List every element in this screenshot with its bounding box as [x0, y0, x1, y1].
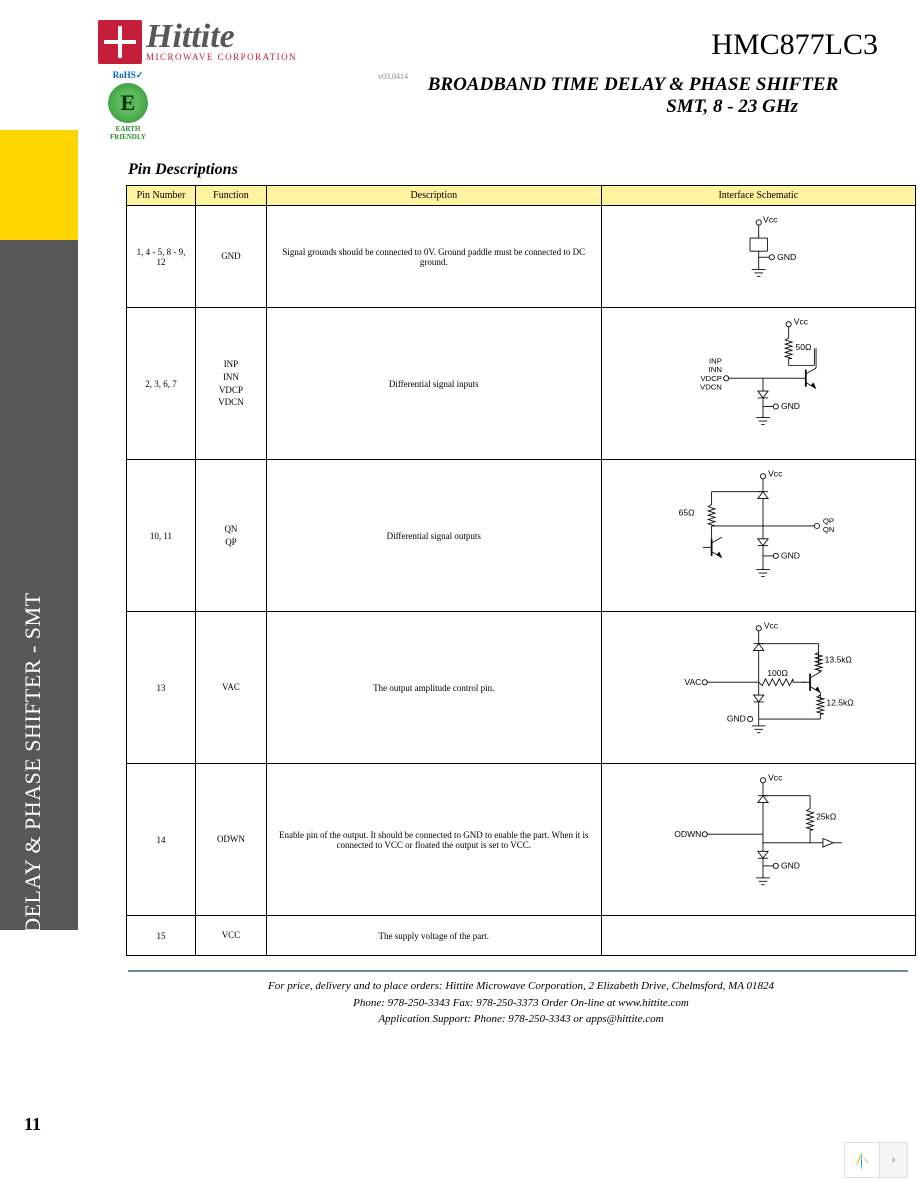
brand-name: Hittite	[146, 22, 297, 53]
description-cell: The output amplitude control pin.	[266, 612, 601, 764]
function-cell: INPINNVDCPVDCN	[195, 308, 266, 460]
rohs-badge: RoHS✓ E EARTH FRIENDLY	[98, 70, 158, 141]
logo-area: Hittite MICROWAVE CORPORATION RoHS✓ E EA…	[98, 20, 328, 141]
side-title: BROADBAND TIME DELAY & PHASE SHIFTER - S…	[20, 592, 46, 1145]
header: Hittite MICROWAVE CORPORATION RoHS✓ E EA…	[98, 20, 898, 141]
table-row: 15 VCC The supply voltage of the part.	[127, 916, 916, 956]
earth-icon: E	[108, 83, 148, 123]
table-row: 13 VAC The output amplitude control pin.…	[127, 612, 916, 764]
svg-text:65Ω: 65Ω	[678, 508, 695, 518]
description-cell: Enable pin of the output. It should be c…	[266, 764, 601, 916]
logo-mark	[98, 20, 142, 64]
svg-text:VDCP: VDCP	[700, 374, 721, 383]
svg-text:12.5kΩ: 12.5kΩ	[826, 697, 854, 707]
footer-line: Phone: 978-250-3343 Fax: 978-250-3373 Or…	[126, 995, 916, 1012]
pin-number-cell: 14	[127, 764, 196, 916]
schematic-cell: Vcc QP QN 65Ω GND	[601, 460, 915, 612]
function-cell: GND	[195, 206, 266, 308]
function-cell: VCC	[195, 916, 266, 956]
svg-text:100Ω: 100Ω	[767, 668, 788, 678]
section-title: Pin Descriptions	[128, 161, 898, 179]
document-title: BROADBAND TIME DELAY & PHASE SHIFTER	[388, 74, 878, 96]
svg-text:QP: QP	[823, 516, 834, 525]
rohs-label: RoHS✓	[98, 70, 158, 81]
svg-text:Vcc: Vcc	[768, 772, 783, 782]
function-cell: VAC	[195, 612, 266, 764]
col-header: Pin Number	[127, 186, 196, 206]
footer-line: For price, delivery and to place orders:…	[126, 978, 916, 995]
nav-widget: ›	[844, 1142, 908, 1178]
schematic-cell: Vcc 50Ω INP INN VDCP VDCN GND	[601, 308, 915, 460]
brand-tagline: MICROWAVE CORPORATION	[146, 52, 297, 62]
svg-text:GND: GND	[781, 401, 800, 411]
description-cell: The supply voltage of the part.	[266, 916, 601, 956]
footer: For price, delivery and to place orders:…	[126, 978, 916, 1028]
function-cell: ODWN	[195, 764, 266, 916]
svg-text:Vcc: Vcc	[768, 468, 783, 478]
col-header: Interface Schematic	[601, 186, 915, 206]
table-row: 14 ODWN Enable pin of the output. It sho…	[127, 764, 916, 916]
svg-text:INN: INN	[708, 365, 721, 374]
pin-number-cell: 2, 3, 6, 7	[127, 308, 196, 460]
title-area: HMC877LC3 BROADBAND TIME DELAY & PHASE S…	[328, 20, 898, 118]
function-cell: QNQP	[195, 460, 266, 612]
svg-text:ODWN: ODWN	[674, 829, 701, 839]
svg-text:VDCN: VDCN	[700, 382, 722, 391]
earth-label: EARTH FRIENDLY	[98, 125, 158, 141]
svg-text:QN: QN	[823, 525, 835, 534]
svg-text:25kΩ: 25kΩ	[816, 812, 837, 822]
svg-text:GND: GND	[781, 860, 800, 870]
description-cell: Differential signal inputs	[266, 308, 601, 460]
svg-text:13.5kΩ: 13.5kΩ	[824, 655, 852, 665]
nav-next-button[interactable]: ›	[880, 1142, 908, 1178]
svg-text:GND: GND	[777, 252, 796, 262]
nav-logo-icon[interactable]	[844, 1142, 880, 1178]
col-header: Function	[195, 186, 266, 206]
left-sidebar: BROADBAND TIME DELAY & PHASE SHIFTER - S…	[0, 0, 78, 1188]
footer-rule	[128, 970, 908, 972]
svg-text:GND: GND	[726, 714, 745, 724]
svg-text:50Ω: 50Ω	[795, 342, 812, 352]
pin-number-cell: 13	[127, 612, 196, 764]
svg-text:Vcc: Vcc	[763, 214, 778, 224]
version-code: v03.0414	[378, 72, 408, 81]
hittite-logo: Hittite MICROWAVE CORPORATION	[98, 20, 328, 64]
schematic-cell	[601, 916, 915, 956]
pin-number-cell: 10, 11	[127, 460, 196, 612]
part-number: HMC877LC3	[328, 28, 878, 62]
table-header-row: Pin Number Function Description Interfac…	[127, 186, 916, 206]
col-header: Description	[266, 186, 601, 206]
pin-number-cell: 1, 4 - 5, 8 - 9, 12	[127, 206, 196, 308]
schematic-cell: Vcc GND	[601, 206, 915, 308]
document-subtitle: SMT, 8 - 23 GHz	[328, 96, 798, 118]
pin-descriptions-table: Pin Number Function Description Interfac…	[126, 185, 916, 956]
footer-line: Application Support: Phone: 978-250-3343…	[126, 1011, 916, 1028]
svg-text:GND: GND	[781, 550, 800, 560]
svg-text:Vcc: Vcc	[793, 316, 808, 326]
yellow-accent	[0, 130, 78, 240]
pin-number-cell: 15	[127, 916, 196, 956]
page-number: 11	[24, 1114, 41, 1135]
page-content: Hittite MICROWAVE CORPORATION RoHS✓ E EA…	[78, 0, 918, 1028]
description-cell: Signal grounds should be connected to 0V…	[266, 206, 601, 308]
gray-accent: BROADBAND TIME DELAY & PHASE SHIFTER - S…	[0, 240, 78, 930]
description-cell: Differential signal outputs	[266, 460, 601, 612]
table-row: 2, 3, 6, 7 INPINNVDCPVDCN Differential s…	[127, 308, 916, 460]
svg-text:INP: INP	[709, 357, 722, 366]
svg-text:VAC: VAC	[684, 677, 701, 687]
table-row: 1, 4 - 5, 8 - 9, 12 GND Signal grounds s…	[127, 206, 916, 308]
table-row: 10, 11 QNQP Differential signal outputs …	[127, 460, 916, 612]
svg-text:Vcc: Vcc	[763, 620, 778, 630]
schematic-cell: Vcc 25kΩ ODWN GND	[601, 764, 915, 916]
schematic-cell: Vcc VAC 100Ω 13.5kΩ 12.5kΩ GND	[601, 612, 915, 764]
